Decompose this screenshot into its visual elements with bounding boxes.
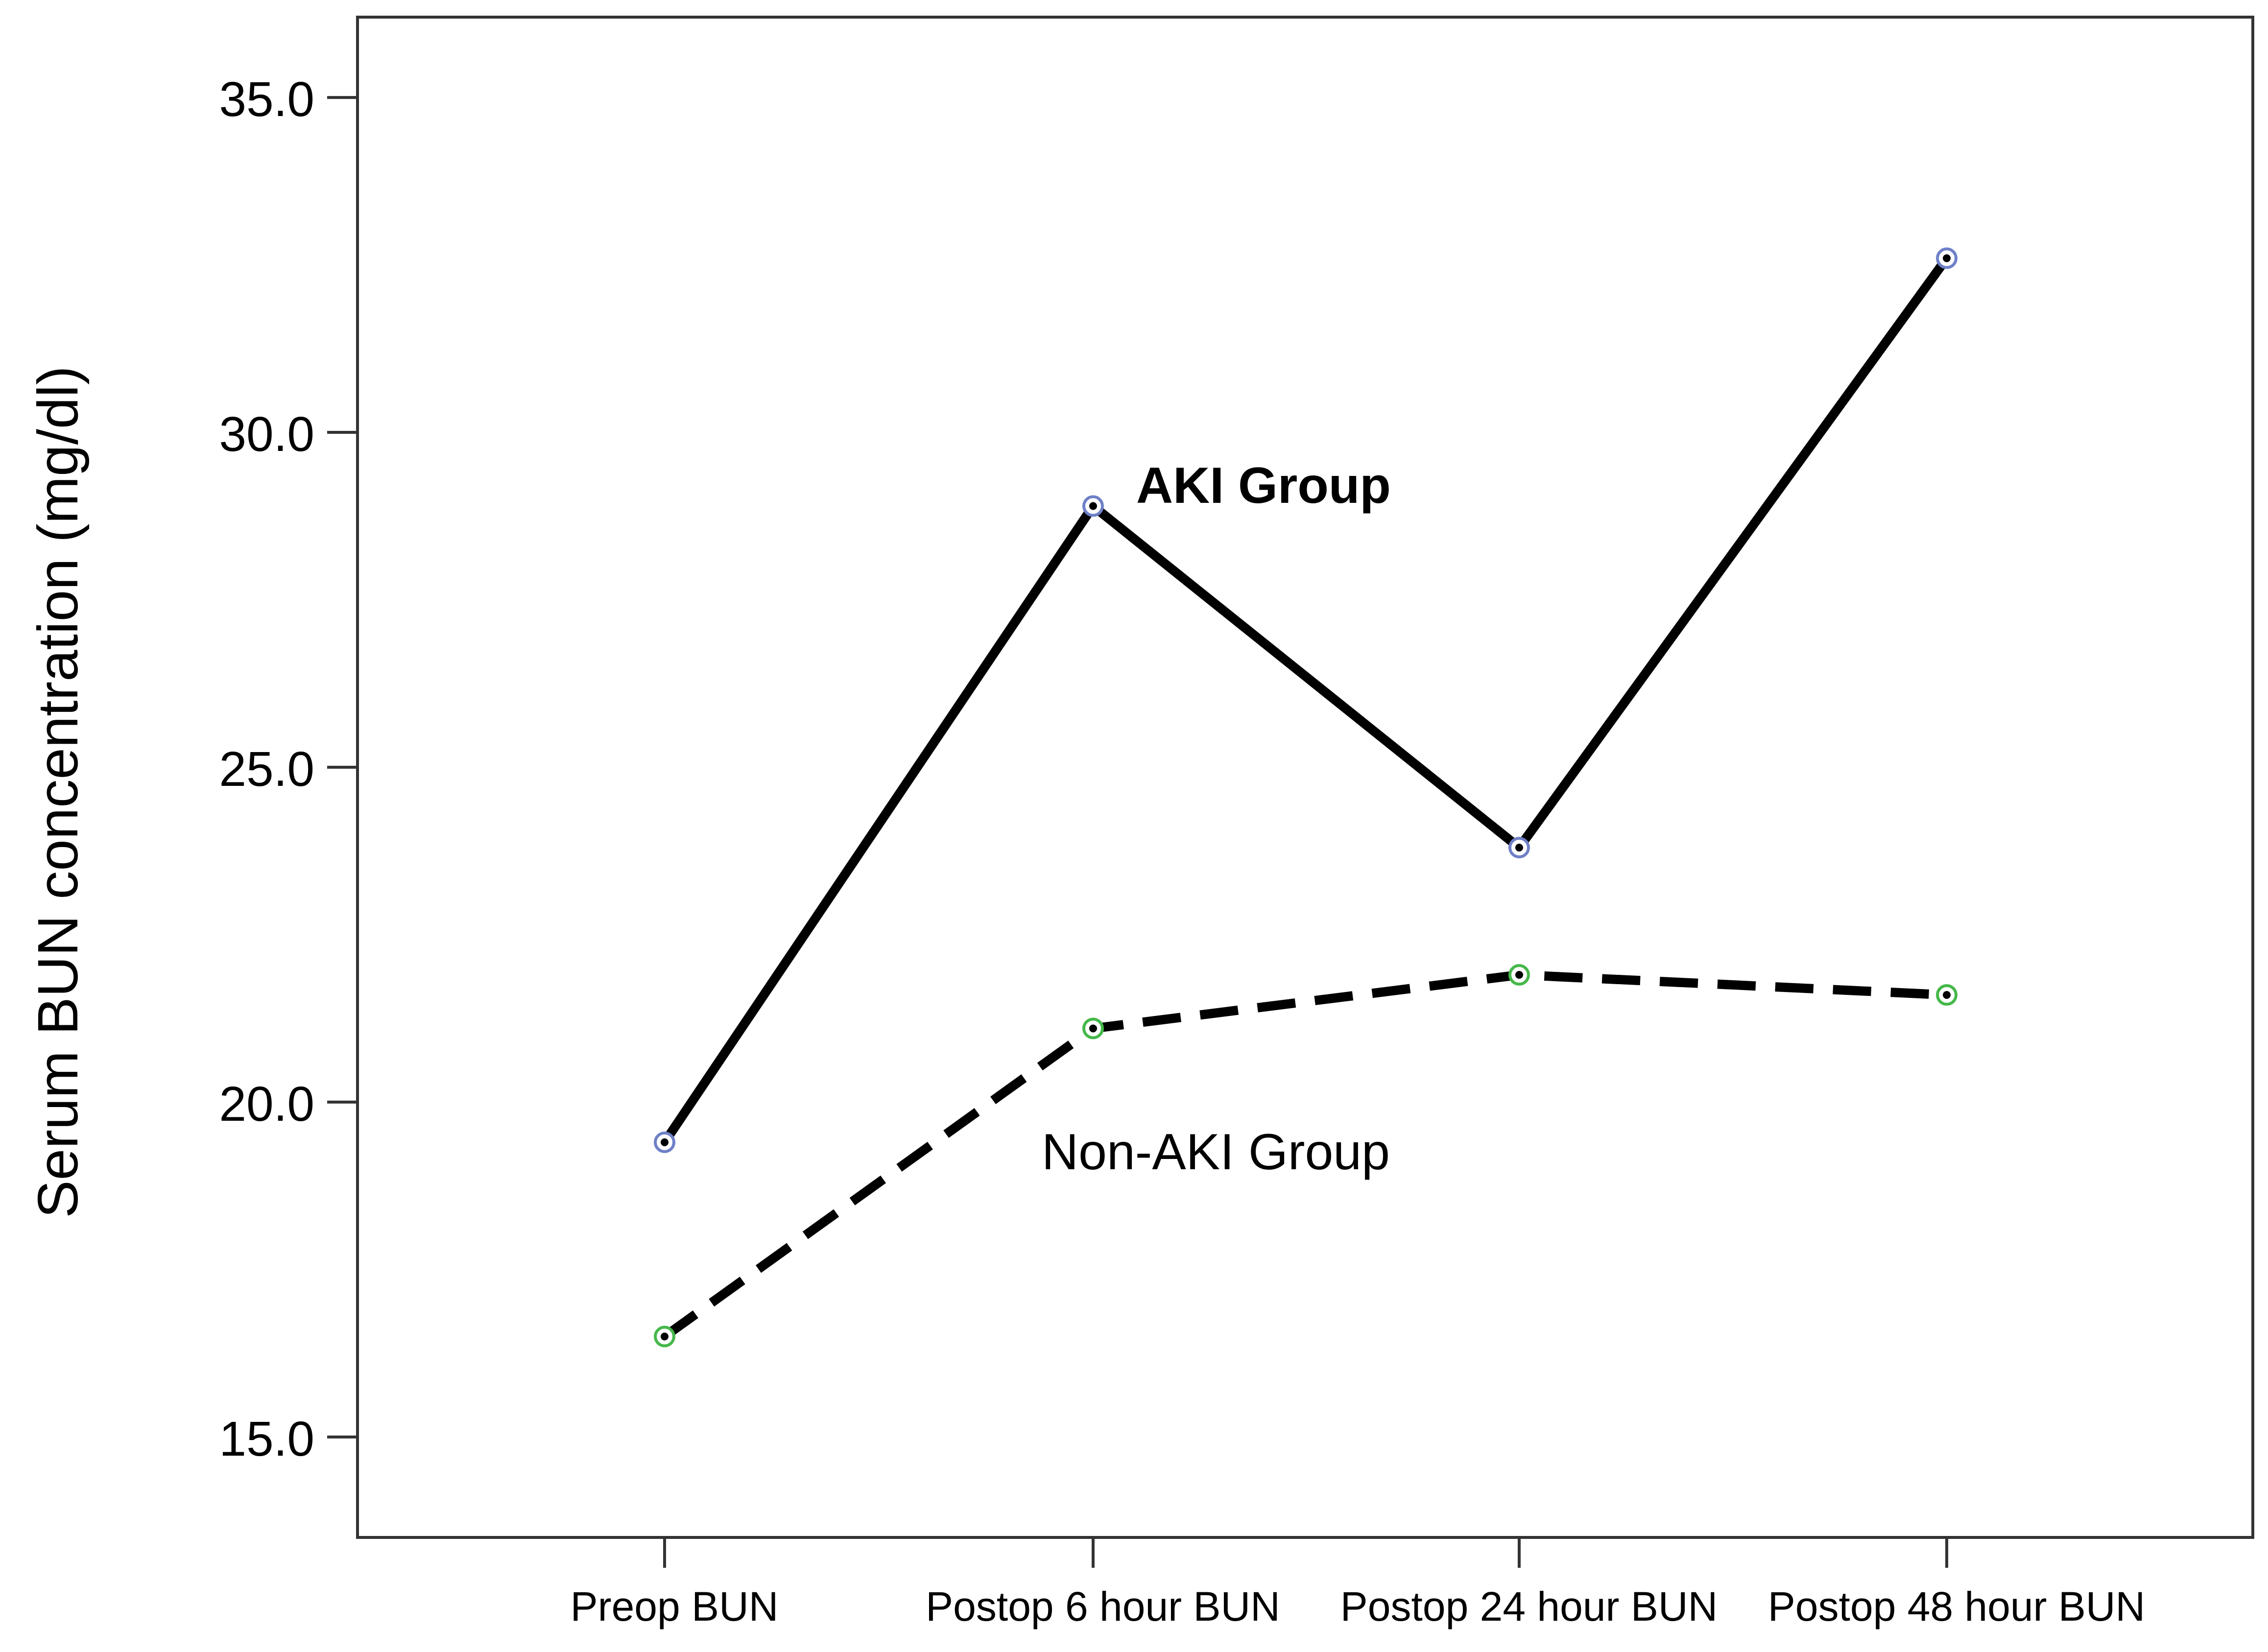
data-point-aki bbox=[654, 1131, 675, 1153]
series-layer bbox=[654, 247, 1958, 1347]
data-point-aki bbox=[1936, 247, 1958, 269]
y-tick-label: 15.0 bbox=[219, 1412, 314, 1466]
series-line-aki bbox=[661, 255, 1951, 1145]
series-labels: AKI Group Non-AKI Group bbox=[1042, 457, 1391, 1180]
y-tick-label: 25.0 bbox=[219, 742, 314, 797]
data-point-aki bbox=[1508, 837, 1530, 859]
series-line-non-aki bbox=[662, 970, 1947, 1341]
data-point-non-aki bbox=[654, 1325, 675, 1347]
plot-frame bbox=[356, 16, 2254, 1539]
x-axis-ticks: Preop BUN Postop 6 hour BUN Postop 24 hour… bbox=[571, 1537, 2145, 1629]
data-point-non-aki bbox=[1082, 1017, 1104, 1039]
axes bbox=[356, 16, 2254, 1539]
x-tick-label: Postop 48 hour BUN bbox=[1768, 1583, 2145, 1629]
data-point-non-aki bbox=[1936, 984, 1958, 1006]
y-tick-label: 30.0 bbox=[219, 407, 314, 462]
y-tick-label: 35.0 bbox=[219, 72, 314, 127]
x-tick-label: Postop 6 hour BUN bbox=[926, 1583, 1280, 1629]
x-tick-label: Preop BUN bbox=[571, 1583, 779, 1629]
y-axis-ticks: 15.0 20.0 25.0 30.0 35.0 bbox=[219, 72, 358, 1466]
y-axis-title: Serum BUN concentration (mg/dl) bbox=[26, 366, 90, 1218]
x-tick-label: Postop 24 hour BUN bbox=[1340, 1583, 1718, 1629]
data-point-aki bbox=[1082, 495, 1104, 517]
data-point-non-aki bbox=[1508, 964, 1530, 986]
y-tick-label: 20.0 bbox=[219, 1077, 314, 1132]
series-label-non-aki: Non-AKI Group bbox=[1042, 1124, 1390, 1180]
series-label-aki: AKI Group bbox=[1136, 457, 1391, 514]
